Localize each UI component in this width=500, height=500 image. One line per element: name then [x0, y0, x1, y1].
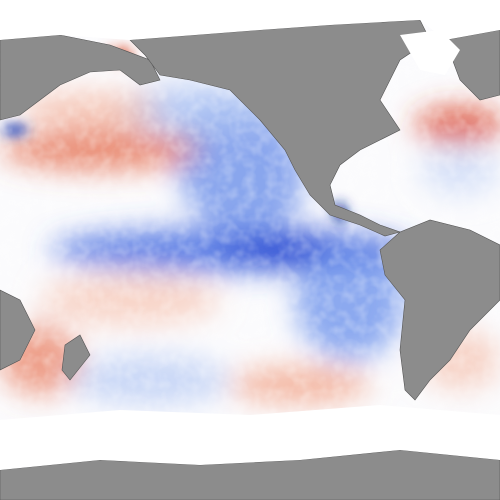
new-zealand [61, 334, 91, 381]
arctic-ice [0, 0, 500, 40]
greenland [400, 30, 460, 75]
europe [444, 29, 500, 101]
ice [0, 0, 500, 470]
asia [0, 34, 161, 121]
south-america [379, 219, 500, 401]
land [0, 19, 500, 500]
australia [0, 289, 36, 371]
sea-ice [0, 405, 500, 470]
